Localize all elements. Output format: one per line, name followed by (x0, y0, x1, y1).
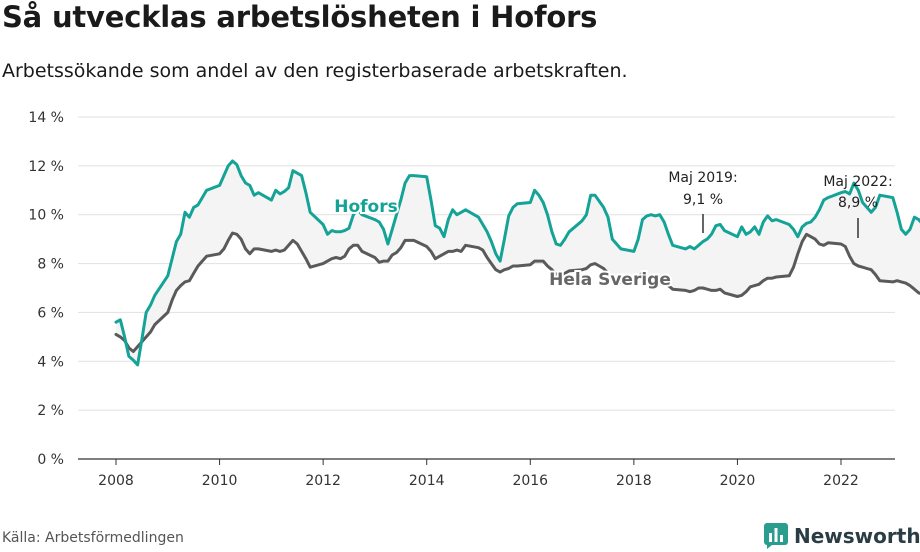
series-labels: Hofors Hela Sverige (332, 195, 673, 292)
gridlines (78, 116, 895, 460)
difference-band (116, 161, 920, 365)
annotation-value: 9,1 % (683, 192, 723, 208)
x-axis: 2008 2010 2012 2014 2016 2018 2020 2022 (98, 459, 859, 489)
x-tick-label: 2010 (202, 473, 238, 489)
chart-subtitle: Arbetssökande som andel av den registerb… (2, 60, 628, 82)
annotation-maj-2019: Maj 2019: 9,1 % (668, 170, 738, 233)
bar-chart-logo-icon (764, 523, 788, 549)
x-tick-label: 2016 (512, 473, 548, 489)
y-tick-label: 14 % (28, 110, 64, 126)
series-line-hela-sverige (114, 231, 920, 353)
x-tick-label: 2018 (616, 473, 652, 489)
x-tick-label: 2008 (98, 473, 134, 489)
x-tick-label: 2022 (823, 473, 859, 489)
y-tick-label: 8 % (37, 257, 64, 273)
annotation-maj-2022: Maj 2022: 8,9 % (823, 174, 893, 238)
chart-title: Så utvecklas arbetslösheten i Hofors (2, 0, 598, 34)
y-tick-label: 6 % (37, 305, 64, 321)
y-tick-label: 2 % (37, 403, 64, 419)
annotation-value: 8,9 % (838, 195, 878, 211)
series-lines (114, 159, 920, 367)
y-tick-label: 10 % (28, 208, 64, 224)
series-label-hofors: Hofors (334, 197, 397, 217)
x-tick-label: 2012 (305, 473, 341, 489)
newsworthy-logo: Newsworthy (764, 520, 920, 552)
y-axis-ticks: 0 % 2 % 4 % 6 % 8 % 10 % 12 % 14 % (28, 110, 64, 468)
x-tick-label: 2014 (409, 473, 445, 489)
y-tick-label: 0 % (37, 452, 64, 468)
annotations: Maj 2019: 9,1 % Maj 2022: 8,9 % (668, 170, 893, 238)
series-line-hofors (114, 159, 920, 367)
logo-text: Newsworthy (794, 524, 920, 548)
x-tick-label: 2020 (720, 473, 756, 489)
annotation-date: Maj 2019: (668, 170, 737, 186)
y-tick-label: 4 % (37, 354, 64, 370)
annotation-date: Maj 2022: (823, 174, 892, 190)
source-note: Källa: Arbetsförmedlingen (2, 530, 184, 546)
series-label-hela-sverige: Hela Sverige (549, 270, 671, 290)
y-tick-label: 12 % (28, 159, 64, 175)
